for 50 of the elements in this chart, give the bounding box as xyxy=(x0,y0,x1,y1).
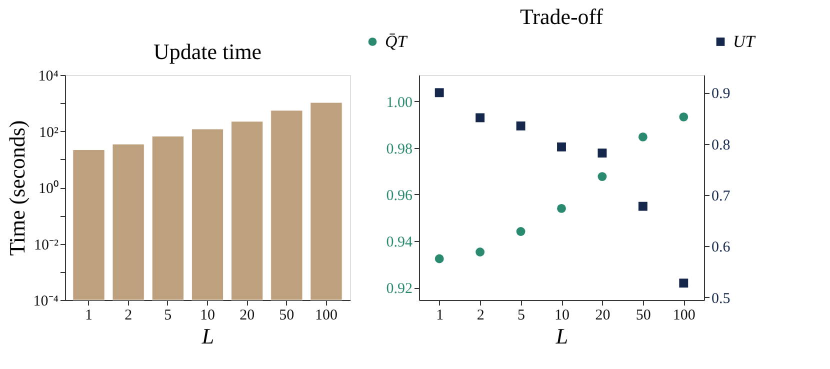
y-tick-label: 10⁴ xyxy=(38,68,58,84)
point xyxy=(598,172,607,182)
x-tick-label: 20 xyxy=(595,308,610,324)
point xyxy=(434,254,444,264)
y-tick-label: 10⁻² xyxy=(34,237,59,254)
x-tick-label: 100 xyxy=(672,308,696,324)
x-axis-title: L xyxy=(554,324,568,348)
x-tick-label: 1 xyxy=(436,308,444,324)
x-tick-label: 1 xyxy=(85,308,92,324)
y-tick-label: 10² xyxy=(39,124,59,141)
x-tick-label: 20 xyxy=(240,308,255,324)
y2-tick-label: 0.7 xyxy=(712,188,731,205)
y2-tick-label: 0.9 xyxy=(712,86,730,102)
y-tick-label: 1.00 xyxy=(386,94,412,111)
point xyxy=(638,132,648,142)
point xyxy=(516,227,526,236)
legend-label: UT xyxy=(733,32,756,51)
y-tick-label: 0.98 xyxy=(386,141,412,158)
x-tick-label: 50 xyxy=(279,308,294,324)
point xyxy=(434,88,444,98)
y2-tick-label: 0.8 xyxy=(712,137,730,154)
point xyxy=(557,204,566,213)
y-tick-label: 0.94 xyxy=(386,234,413,251)
chart-title: Trade-off xyxy=(520,4,604,29)
point xyxy=(638,202,648,211)
x-tick-label: 10 xyxy=(554,308,570,324)
y2-tick-label: 0.5 xyxy=(712,290,730,307)
chart-title: Update time xyxy=(153,39,262,64)
x-tick-label: 2 xyxy=(124,308,132,324)
legend-label: Q̄T xyxy=(385,32,408,51)
point xyxy=(557,142,566,152)
y-tick-label: 10⁻⁴ xyxy=(33,294,58,310)
y-tick-label: 0.92 xyxy=(386,281,412,298)
point xyxy=(679,112,688,122)
y-axis-title: Time (seconds) xyxy=(4,120,30,256)
x-tick-label: 5 xyxy=(518,308,526,324)
y-tick-label: 0.96 xyxy=(386,188,413,204)
x-axis-title: L xyxy=(200,324,214,348)
x-tick-label: 100 xyxy=(315,308,338,324)
y-tick-label: 10⁰ xyxy=(38,180,58,197)
x-tick-label: 50 xyxy=(636,308,651,324)
point xyxy=(516,121,526,130)
point xyxy=(476,113,485,122)
x-tick-label: 10 xyxy=(200,308,215,324)
x-tick-label: 5 xyxy=(164,308,172,324)
point xyxy=(476,248,485,256)
x-tick-label: 2 xyxy=(476,308,484,324)
point xyxy=(598,148,607,158)
y2-tick-label: 0.6 xyxy=(712,240,731,256)
point xyxy=(679,278,688,288)
